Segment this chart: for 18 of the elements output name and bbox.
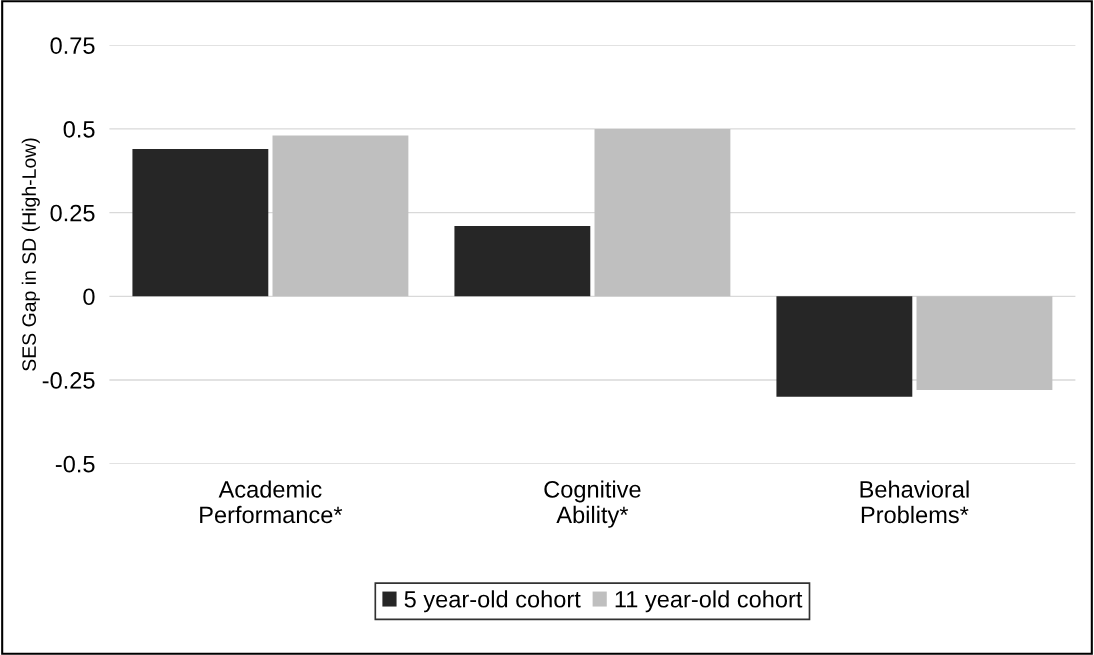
bar <box>454 226 591 297</box>
legend-label: 5 year-old cohort <box>404 590 581 613</box>
y-axis-title: SES Gap in SD (High-Low) <box>21 138 40 371</box>
x-tick-label: Behavioral Problems* <box>860 480 969 524</box>
bar <box>594 128 731 297</box>
x-tick-label: Cognitive Ability* <box>544 480 641 528</box>
bar <box>132 148 269 297</box>
bar <box>916 296 1053 391</box>
y-tick-label: 0 <box>83 288 95 306</box>
legend-label: 11 year-old cohort <box>615 590 803 613</box>
y-tick-label: -0.25 <box>42 372 95 389</box>
bar <box>272 135 409 297</box>
x-tick-label: Academic Performance* <box>200 480 343 524</box>
bar <box>776 296 913 397</box>
y-tick-label: -0.5 <box>55 455 95 473</box>
y-tick-label: 0.5 <box>63 120 95 138</box>
y-tick-label: 0.25 <box>50 204 95 222</box>
y-tick-label: 0.75 <box>50 37 95 54</box>
